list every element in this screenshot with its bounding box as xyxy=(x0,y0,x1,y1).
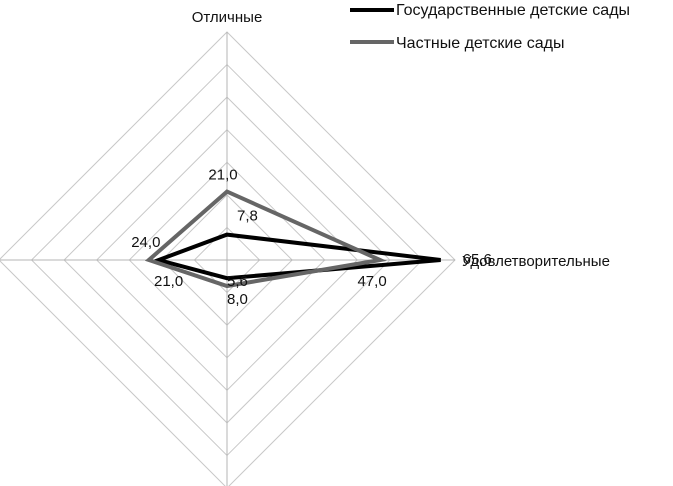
legend: Государственные детские сады Частные дет… xyxy=(350,2,630,52)
legend-label-state: Государственные детские сады xyxy=(396,2,630,19)
data-label-0-2: 5,6 xyxy=(227,273,248,290)
data-label-1-1: 47,0 xyxy=(357,273,386,290)
data-label-0-0: 7,8 xyxy=(237,208,258,225)
data-label-1-2: 8,0 xyxy=(227,291,248,308)
grid-ring xyxy=(0,31,456,486)
series-line-1 xyxy=(144,189,387,289)
series-line-0 xyxy=(152,232,441,281)
chart-data-labels: 7,8 65,6 5,6 21,0 21,0 47,0 8,0 24,0 xyxy=(131,167,492,308)
chart-series xyxy=(144,189,441,289)
axis-label-top: Отличные xyxy=(192,9,263,26)
data-label-0-3: 21,0 xyxy=(154,273,183,290)
chart-axes xyxy=(0,32,455,486)
data-label-1-0: 21,0 xyxy=(208,167,237,184)
data-label-0-1: 65,6 xyxy=(463,251,492,268)
legend-label-private: Частные детские сады xyxy=(396,35,564,52)
data-label-1-3: 24,0 xyxy=(131,234,160,251)
axis-label-right: Удовлетворительные xyxy=(462,253,610,270)
